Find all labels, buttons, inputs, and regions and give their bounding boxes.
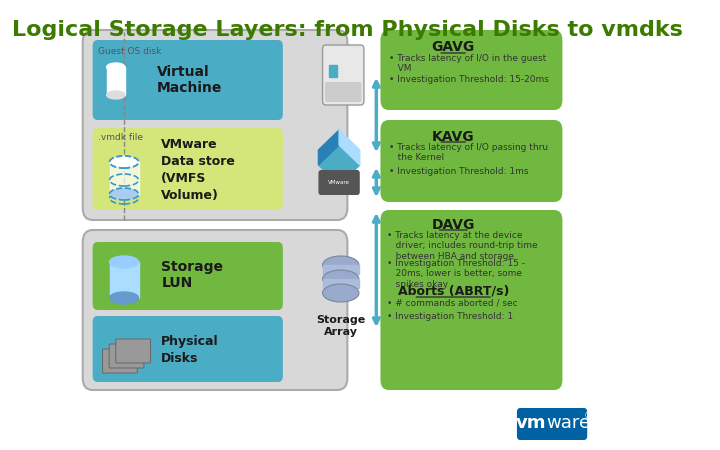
Text: • Tracks latency of I/O passing thru
   the Kernel: • Tracks latency of I/O passing thru the…	[389, 143, 548, 162]
Text: Aborts (ABRT/s): Aborts (ABRT/s)	[397, 285, 509, 298]
FancyBboxPatch shape	[93, 40, 283, 120]
Text: • # commands aborted / sec: • # commands aborted / sec	[387, 298, 518, 307]
Bar	[109, 262, 138, 298]
FancyBboxPatch shape	[109, 344, 144, 368]
Polygon shape	[318, 130, 339, 165]
Ellipse shape	[107, 91, 125, 99]
FancyBboxPatch shape	[380, 210, 562, 390]
FancyBboxPatch shape	[517, 408, 588, 440]
Polygon shape	[339, 130, 360, 165]
Bar	[107, 67, 125, 95]
Text: • Tracks latency at the device
   driver; includes round-trip time
   between HB: • Tracks latency at the device driver; i…	[387, 231, 538, 261]
Ellipse shape	[323, 270, 359, 288]
FancyBboxPatch shape	[318, 170, 360, 195]
Bar	[109, 162, 138, 194]
Text: • Investigation Threshold: 15-20ms: • Investigation Threshold: 15-20ms	[389, 75, 549, 84]
Text: VMware
Data store
(VMFS
Volume): VMware Data store (VMFS Volume)	[161, 138, 235, 202]
FancyBboxPatch shape	[83, 30, 347, 220]
FancyBboxPatch shape	[323, 45, 364, 105]
Text: Physical
Disks: Physical Disks	[161, 336, 219, 364]
FancyBboxPatch shape	[116, 339, 150, 363]
Text: ®: ®	[584, 411, 594, 421]
Text: • Tracks latency of I/O in the guest
   VM: • Tracks latency of I/O in the guest VM	[389, 54, 546, 73]
Ellipse shape	[323, 256, 359, 274]
FancyBboxPatch shape	[93, 316, 283, 382]
Text: Guest OS disk: Guest OS disk	[98, 47, 161, 56]
Text: GAVG: GAVG	[431, 40, 475, 54]
Ellipse shape	[109, 156, 138, 168]
Text: DAVG: DAVG	[431, 218, 475, 232]
FancyBboxPatch shape	[102, 349, 138, 373]
Bar	[329, 65, 338, 77]
Text: • Investigation Threshold: 1ms: • Investigation Threshold: 1ms	[389, 167, 528, 176]
FancyBboxPatch shape	[83, 230, 347, 390]
FancyBboxPatch shape	[93, 242, 283, 310]
Text: VMware: VMware	[328, 180, 350, 185]
Ellipse shape	[323, 284, 359, 302]
Text: • Investigation Threshold: 1: • Investigation Threshold: 1	[387, 312, 513, 321]
Text: ware: ware	[546, 414, 590, 432]
Ellipse shape	[107, 63, 125, 71]
Bar	[323, 265, 359, 274]
Ellipse shape	[109, 188, 138, 200]
Bar	[323, 279, 359, 288]
Ellipse shape	[109, 292, 138, 304]
Text: Virtual
Machine: Virtual Machine	[157, 65, 222, 95]
FancyBboxPatch shape	[325, 82, 361, 102]
FancyBboxPatch shape	[93, 128, 283, 210]
FancyBboxPatch shape	[380, 120, 562, 202]
Text: • Investigation Threshold: 15 -
   20ms, lower is better, some
   spikes okay: • Investigation Threshold: 15 - 20ms, lo…	[387, 259, 525, 289]
Text: Logical Storage Layers: from Physical Disks to vmdks: Logical Storage Layers: from Physical Di…	[12, 20, 683, 40]
Text: vm: vm	[516, 414, 546, 432]
Text: KAVG: KAVG	[432, 130, 474, 144]
Ellipse shape	[109, 256, 138, 268]
Text: .vmdk file: .vmdk file	[98, 133, 143, 142]
Polygon shape	[318, 145, 360, 185]
Text: Storage
Array: Storage Array	[316, 315, 365, 337]
Text: Storage
LUN: Storage LUN	[161, 260, 223, 290]
FancyBboxPatch shape	[380, 30, 562, 110]
